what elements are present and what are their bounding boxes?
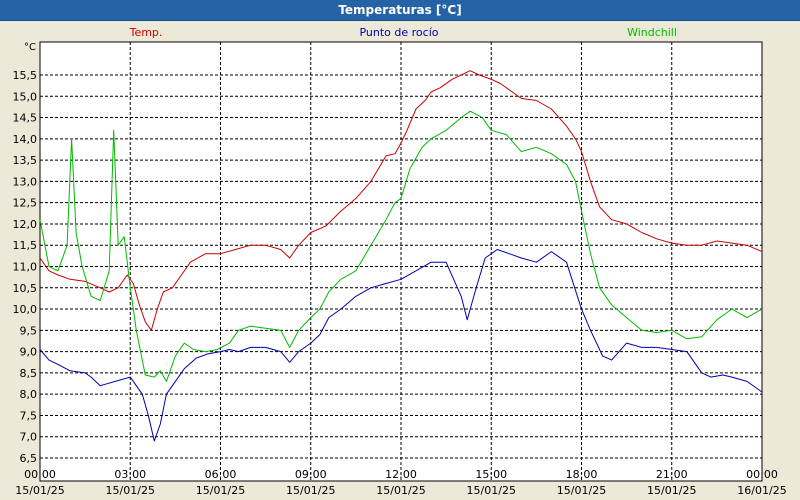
y-tick-label: 8,0 bbox=[20, 388, 38, 401]
series-line-1 bbox=[39, 249, 763, 442]
x-tick-date: 15/01/25 bbox=[196, 484, 245, 497]
y-tick-label: 14,5 bbox=[13, 112, 38, 125]
y-tick-label: 15,5 bbox=[13, 69, 38, 82]
legend-entry: Temp. bbox=[129, 26, 163, 39]
y-tick-label: 12,5 bbox=[13, 197, 38, 210]
x-tick-date: 15/01/25 bbox=[376, 484, 425, 497]
y-tick-label: 14,0 bbox=[13, 133, 38, 146]
legend-entry: Windchill bbox=[627, 26, 677, 39]
y-tick-label: 6,5 bbox=[20, 452, 38, 465]
y-tick-label: 9,0 bbox=[20, 346, 38, 359]
x-tick-time: 12:00 bbox=[385, 468, 417, 481]
y-axis-unit: °C bbox=[24, 42, 36, 53]
x-tick-date: 15/01/25 bbox=[106, 484, 155, 497]
x-axis: 00:00 15/01/25 03:00 15/01/25 06:00 15/01/25 0… bbox=[15, 468, 786, 497]
x-tick-time: 21:00 bbox=[656, 468, 688, 481]
y-tick-label: 11,5 bbox=[13, 239, 38, 252]
series-lines bbox=[39, 70, 763, 442]
y-axis: 6,5 7,0 7,5 8,0 8,5 9,0 9,5 10,0 10,5 11,0 11,5 12,… bbox=[13, 42, 38, 465]
x-tick-date: 15/01/25 bbox=[557, 484, 606, 497]
x-tick-time: 03:00 bbox=[114, 468, 146, 481]
window-title: Temperaturas [°C] bbox=[338, 3, 462, 17]
legend: Temp. Punto de rocío Windchill bbox=[129, 26, 677, 39]
y-tick-label: 10,0 bbox=[13, 303, 38, 316]
y-tick-label: 15,0 bbox=[13, 90, 38, 103]
x-tick-date: 16/01/25 bbox=[737, 484, 786, 497]
x-tick-date: 15/01/25 bbox=[647, 484, 696, 497]
title-bar: Temperaturas [°C] bbox=[0, 0, 800, 21]
y-tick-label: 7,5 bbox=[20, 409, 38, 422]
y-tick-label: 11,0 bbox=[13, 261, 38, 274]
y-tick-label: 13,0 bbox=[13, 175, 38, 188]
x-tick-date: 15/01/25 bbox=[286, 484, 335, 497]
series-line-2 bbox=[39, 110, 763, 382]
x-tick-date: 15/01/25 bbox=[15, 484, 64, 497]
temperature-chart: 6,5 7,0 7,5 8,0 8,5 9,0 9,5 10,0 10,5 11,0 11,5 12,… bbox=[13, 26, 787, 497]
y-tick-label: 9,5 bbox=[20, 324, 38, 337]
x-tick-time: 00:00 bbox=[24, 468, 56, 481]
series-line-0 bbox=[39, 70, 763, 331]
x-tick-time: 06:00 bbox=[205, 468, 237, 481]
y-tick-label: 10,5 bbox=[13, 282, 38, 295]
x-tick-date: 15/01/25 bbox=[467, 484, 516, 497]
x-tick-time: 09:00 bbox=[295, 468, 327, 481]
x-tick-time: 00:00 bbox=[746, 468, 778, 481]
y-tick-label: 8,5 bbox=[20, 367, 38, 380]
y-tick-label: 12,0 bbox=[13, 218, 38, 231]
y-tick-label: 13,5 bbox=[13, 154, 38, 167]
x-tick-time: 15:00 bbox=[475, 468, 507, 481]
legend-entry: Punto de rocío bbox=[359, 26, 438, 39]
y-tick-label: 7,0 bbox=[20, 431, 38, 444]
x-tick-time: 18:00 bbox=[566, 468, 598, 481]
